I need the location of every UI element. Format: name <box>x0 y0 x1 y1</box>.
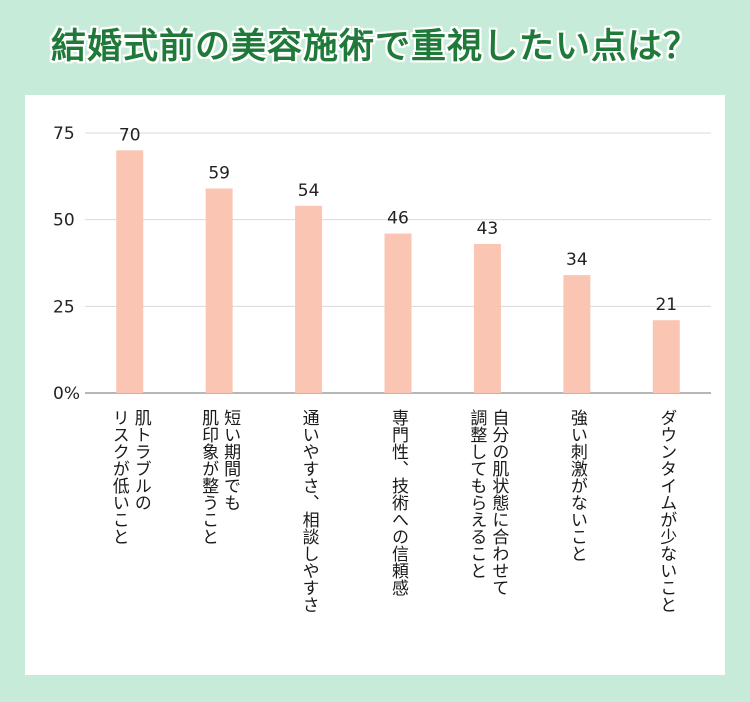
bar <box>205 188 233 393</box>
category-label: 通いやすさ、相談しやすさ <box>299 409 320 613</box>
chart-title: 結婚式前の美容施術で重視したい点は？ <box>50 27 699 67</box>
chart-panel: 0% 25 50 75 70 肌トラブルの リスクが低いこと 59 短い期間でも 肌印象が整うこと… <box>25 95 725 675</box>
category-label-line: 自分の肌状態に合わせて <box>488 409 509 596</box>
category-label-line: 調整してもらえること <box>466 409 487 579</box>
y-tick-label: 0% <box>53 384 80 404</box>
category-label: 強い刺激がないこと <box>567 409 588 562</box>
value-label: 46 <box>387 209 409 229</box>
bar <box>384 233 412 393</box>
bar <box>295 205 323 393</box>
category-label-line: 短い期間でも <box>220 409 241 511</box>
category-label-line: 強い刺激がないこと <box>567 409 588 562</box>
category-label: 専門性、技術への信頼感 <box>388 409 409 596</box>
value-label: 70 <box>119 125 141 145</box>
bar <box>563 275 591 393</box>
value-label: 43 <box>477 219 499 239</box>
bar <box>116 150 144 393</box>
y-tick-label: 25 <box>53 297 75 317</box>
category-label-line: 通いやすさ、相談しやすさ <box>299 409 320 613</box>
category-label-line: 肌印象が整うこと <box>198 409 219 545</box>
value-label: 34 <box>566 250 588 270</box>
category-label: ダウンタイムが少ないこと <box>656 409 677 613</box>
y-tick-label: 50 <box>53 211 75 231</box>
category-label-line: 肌トラブルの <box>131 409 152 511</box>
value-label: 21 <box>655 295 677 315</box>
bar <box>652 320 680 393</box>
bar <box>473 243 501 393</box>
category-label-line: ダウンタイムが少ないこと <box>656 409 677 613</box>
category-label-line: リスクが低いこと <box>109 409 130 545</box>
y-tick-label: 75 <box>53 124 75 144</box>
value-label: 54 <box>298 181 320 201</box>
category-label-line: 専門性、技術への信頼感 <box>388 409 409 596</box>
value-label: 59 <box>208 163 230 183</box>
